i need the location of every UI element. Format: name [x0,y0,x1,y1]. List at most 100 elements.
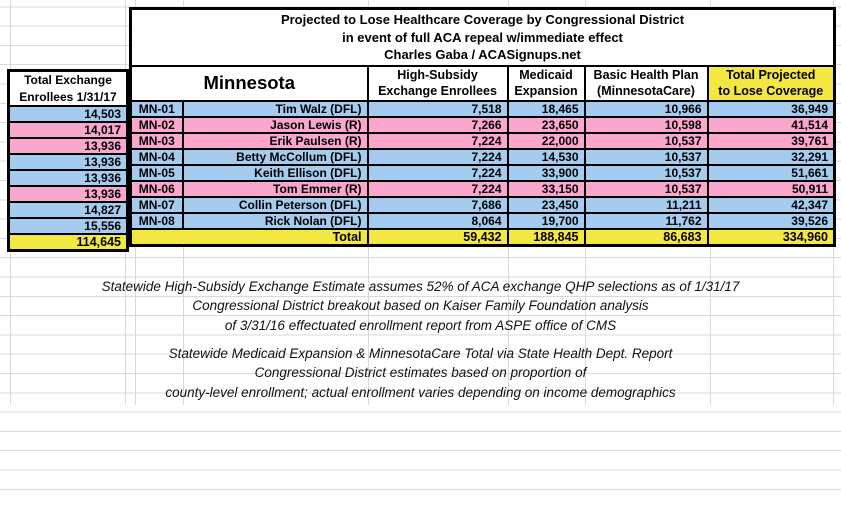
left-enrollees-table: Total Exchange Enrollees 1/31/17 14,503 14… [7,69,129,252]
exchange-enrollees-cell[interactable]: 13,936 [7,153,129,171]
footnote-medicaid-estimate: Statewide Medicaid Expansion & Minnesota… [0,344,841,402]
value-cell[interactable]: 42,347 [706,195,836,214]
value-cell[interactable]: 23,650 [506,115,586,134]
left-total-cell[interactable]: 114,645 [7,233,129,252]
title-line-1: Projected to Lose Healthcare Coverage by… [280,12,685,27]
value-cell[interactable]: 8,064 [366,211,509,230]
representative-cell[interactable]: Rick Nolan (DFL) [181,211,369,230]
district-cell[interactable]: MN-04 [129,147,184,166]
note-line: county-level enrollment; actual enrollme… [165,384,676,400]
value-cell[interactable]: 7,266 [366,115,509,134]
header-line: to Lose Coverage [718,84,824,98]
value-cell[interactable]: 7,224 [366,131,509,150]
district-row: MN-02 Jason Lewis (R) 7,266 23,650 10,598 41,… [129,115,836,134]
value-cell[interactable]: 10,966 [583,99,709,118]
left-table-row: 14,503 [7,105,129,123]
left-table-row: 13,936 [7,137,129,155]
left-table-row: 13,936 [7,153,129,171]
column-header-total-projected[interactable]: Total Projected to Lose Coverage [706,64,836,102]
header-line: High-Subsidy [397,67,478,82]
left-header-row: Total Exchange Enrollees 1/31/17 [7,69,129,107]
district-cell[interactable]: MN-03 [129,131,184,150]
representative-cell[interactable]: Jason Lewis (R) [181,115,369,134]
value-cell[interactable]: 10,537 [583,147,709,166]
district-cell[interactable]: MN-08 [129,211,184,230]
value-cell[interactable]: 22,000 [506,131,586,150]
representative-cell[interactable]: Keith Ellison (DFL) [181,163,369,182]
representative-cell[interactable]: Tim Walz (DFL) [181,99,369,118]
district-cell[interactable]: MN-05 [129,163,184,182]
value-cell[interactable]: 19,700 [506,211,586,230]
value-cell[interactable]: 23,450 [506,195,586,214]
header-line: Exchange Enrollees [378,84,497,98]
value-cell[interactable]: 51,661 [706,163,836,182]
value-cell[interactable]: 10,537 [583,163,709,182]
table-title-cell[interactable]: Projected to Lose Healthcare Coverage by… [129,7,836,67]
representative-cell[interactable]: Betty McCollum (DFL) [181,147,369,166]
state-header-cell[interactable]: Minnesota [129,64,369,102]
title-line-2: in event of full ACA repeal w/immediate … [342,29,623,45]
total-value-cell[interactable]: 86,683 [583,227,709,246]
exchange-enrollees-cell[interactable]: 14,017 [7,121,129,139]
district-cell[interactable]: MN-06 [129,179,184,198]
total-label-cell[interactable]: Total [129,227,369,246]
value-cell[interactable]: 11,762 [583,211,709,230]
exchange-enrollees-cell[interactable]: 13,936 [7,185,129,203]
district-row: MN-01 Tim Walz (DFL) 7,518 18,465 10,966 36,9… [129,99,836,118]
value-cell[interactable]: 36,949 [706,99,836,118]
value-cell[interactable]: 7,224 [366,179,509,198]
district-cell[interactable]: MN-07 [129,195,184,214]
header-line: Total Exchange [24,73,112,87]
left-table-row: 13,936 [7,169,129,187]
value-cell[interactable]: 32,291 [706,147,836,166]
value-cell[interactable]: 7,518 [366,99,509,118]
total-value-cell[interactable]: 188,845 [506,227,586,246]
district-row: MN-06 Tom Emmer (R) 7,224 33,150 10,537 50,91… [129,179,836,198]
value-cell[interactable]: 33,900 [506,163,586,182]
value-cell[interactable]: 7,224 [366,163,509,182]
exchange-enrollees-cell[interactable]: 15,556 [7,217,129,235]
district-cell[interactable]: MN-01 [129,99,184,118]
exchange-enrollees-cell[interactable]: 14,503 [7,105,129,123]
representative-cell[interactable]: Collin Peterson (DFL) [181,195,369,214]
left-total-row: 114,645 [7,233,129,252]
value-cell[interactable]: 14,530 [506,147,586,166]
left-table-row: 14,827 [7,201,129,219]
value-cell[interactable]: 10,537 [583,179,709,198]
exchange-enrollees-cell[interactable]: 13,936 [7,137,129,155]
value-cell[interactable]: 7,224 [366,147,509,166]
value-cell[interactable]: 10,537 [583,131,709,150]
value-cell[interactable]: 50,911 [706,179,836,198]
footnote-exchange-estimate: Statewide High-Subsidy Exchange Estimate… [0,277,841,335]
district-row: MN-07 Collin Peterson (DFL) 7,686 23,450 11,… [129,195,836,214]
note-line: Statewide Medicaid Expansion & Minnesota… [168,346,673,361]
value-cell[interactable]: 41,514 [706,115,836,134]
representative-cell[interactable]: Erik Paulsen (R) [181,131,369,150]
header-line: Basic Health Plan [593,67,699,82]
representative-cell[interactable]: Tom Emmer (R) [181,179,369,198]
exchange-enrollees-cell[interactable]: 14,827 [7,201,129,219]
total-value-cell[interactable]: 59,432 [366,227,509,246]
value-cell[interactable]: 11,211 [583,195,709,214]
district-cell[interactable]: MN-02 [129,115,184,134]
note-line: Congressional District breakout based on… [192,298,649,314]
value-cell[interactable]: 7,686 [366,195,509,214]
column-header-basic-health-plan[interactable]: Basic Health Plan (MinnesotaCare) [583,64,709,102]
left-column-header-cell[interactable]: Total Exchange Enrollees 1/31/17 [7,69,129,107]
value-cell[interactable]: 18,465 [506,99,586,118]
value-cell[interactable]: 33,150 [506,179,586,198]
value-cell[interactable]: 39,761 [706,131,836,150]
column-header-high-subsidy[interactable]: High-Subsidy Exchange Enrollees [366,64,509,102]
left-table-row: 13,936 [7,185,129,203]
district-row: MN-03 Erik Paulsen (R) 7,224 22,000 10,537 39… [129,131,836,150]
total-value-cell[interactable]: 334,960 [706,227,836,246]
note-line: Congressional District estimates based o… [254,365,587,381]
exchange-enrollees-cell[interactable]: 13,936 [7,169,129,187]
column-header-medicaid[interactable]: Medicaid Expansion [506,64,586,102]
header-line: Expansion [514,84,578,98]
column-header-row: Minnesota High-Subsidy Exchange Enrollees… [129,64,836,102]
value-cell[interactable]: 10,598 [583,115,709,134]
district-row: MN-05 Keith Ellison (DFL) 7,224 33,900 10,53… [129,163,836,182]
value-cell[interactable]: 39,526 [706,211,836,230]
